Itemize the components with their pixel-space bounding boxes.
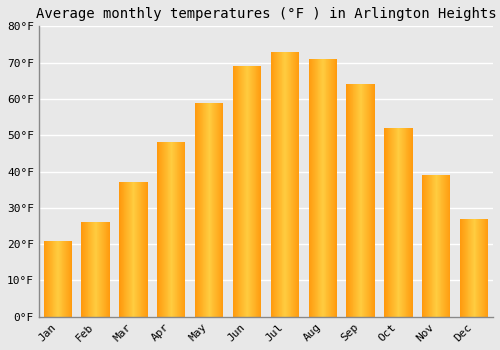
Title: Average monthly temperatures (°F ) in Arlington Heights: Average monthly temperatures (°F ) in Ar… bbox=[36, 7, 496, 21]
